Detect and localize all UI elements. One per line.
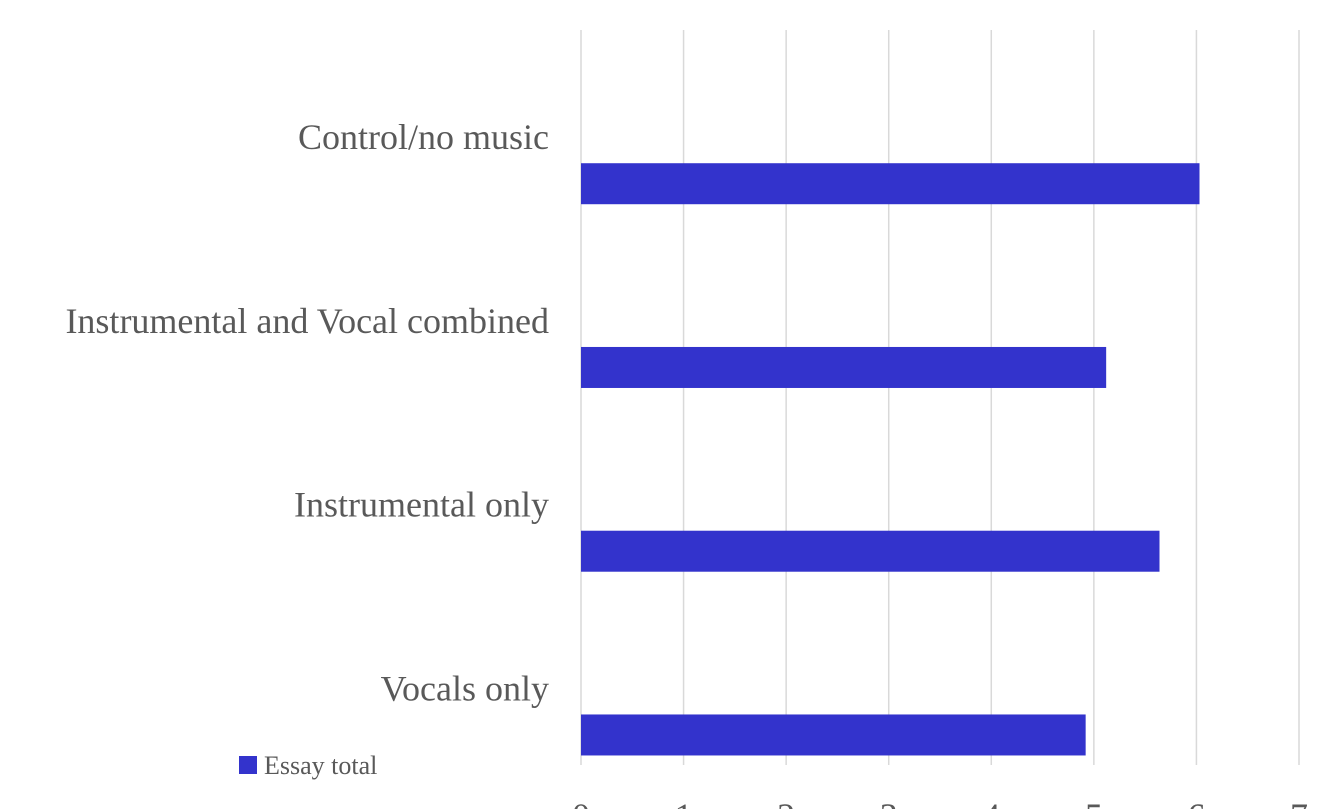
legend-label: Essay total xyxy=(264,751,377,780)
gridlines xyxy=(580,30,1300,765)
legend: Essay total xyxy=(239,751,377,780)
category-label: Control/no music xyxy=(298,117,549,157)
x-tick-label: 4 xyxy=(982,796,1000,809)
legend-swatch xyxy=(239,756,257,774)
x-tick-label: 0 xyxy=(572,796,590,809)
category-label: Instrumental only xyxy=(294,485,549,525)
category-label: Instrumental and Vocal combined xyxy=(65,301,549,341)
bar xyxy=(581,530,1160,572)
x-tick-label: 6 xyxy=(1187,796,1205,809)
x-tick-label: 7 xyxy=(1290,796,1308,809)
x-tick-label: 2 xyxy=(777,796,795,809)
bars xyxy=(581,163,1200,756)
bar xyxy=(581,346,1107,388)
x-tick-label: 3 xyxy=(880,796,898,809)
bar xyxy=(581,714,1086,756)
x-tick-label: 1 xyxy=(675,796,693,809)
bar xyxy=(581,163,1200,205)
x-tick-label: 5 xyxy=(1085,796,1103,809)
category-labels: Control/no music Instrumental and Vocal c… xyxy=(65,117,549,708)
x-axis-tick-labels: 0 1 2 3 4 5 6 7 xyxy=(572,796,1308,809)
category-label: Vocals only xyxy=(381,668,549,708)
